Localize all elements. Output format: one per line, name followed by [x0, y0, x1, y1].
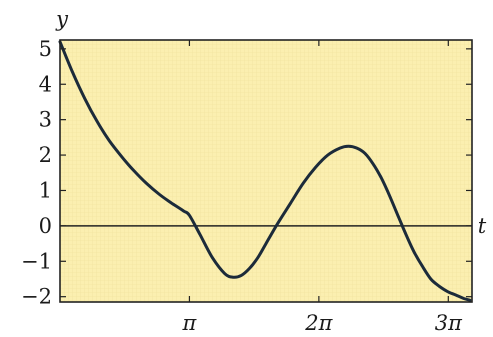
y-tick-label: −1: [21, 249, 52, 273]
y-tick-label: 5: [39, 37, 52, 61]
ticks: [60, 40, 472, 302]
plot-background: [60, 40, 472, 302]
x-tick-label: 3π: [435, 311, 463, 335]
series-line: [58, 40, 472, 302]
y-tick-label: 2: [39, 143, 52, 167]
y-tick-label: 0: [39, 214, 52, 238]
y-tick-label: 1: [39, 178, 52, 202]
tick-labels: 5 4 3 2 1 0 −1 −2 π 2π 3π: [21, 37, 463, 335]
y-tick-label: 3: [39, 108, 52, 132]
y-tick-label: 4: [39, 72, 52, 96]
plot-frame: [59, 39, 473, 303]
x-tick-label: 2π: [304, 311, 333, 335]
x-axis-label: t: [478, 214, 487, 238]
x-tick-label: π: [182, 311, 198, 335]
y-tick-label: −2: [21, 285, 52, 309]
y-axis-label: y: [55, 7, 69, 31]
